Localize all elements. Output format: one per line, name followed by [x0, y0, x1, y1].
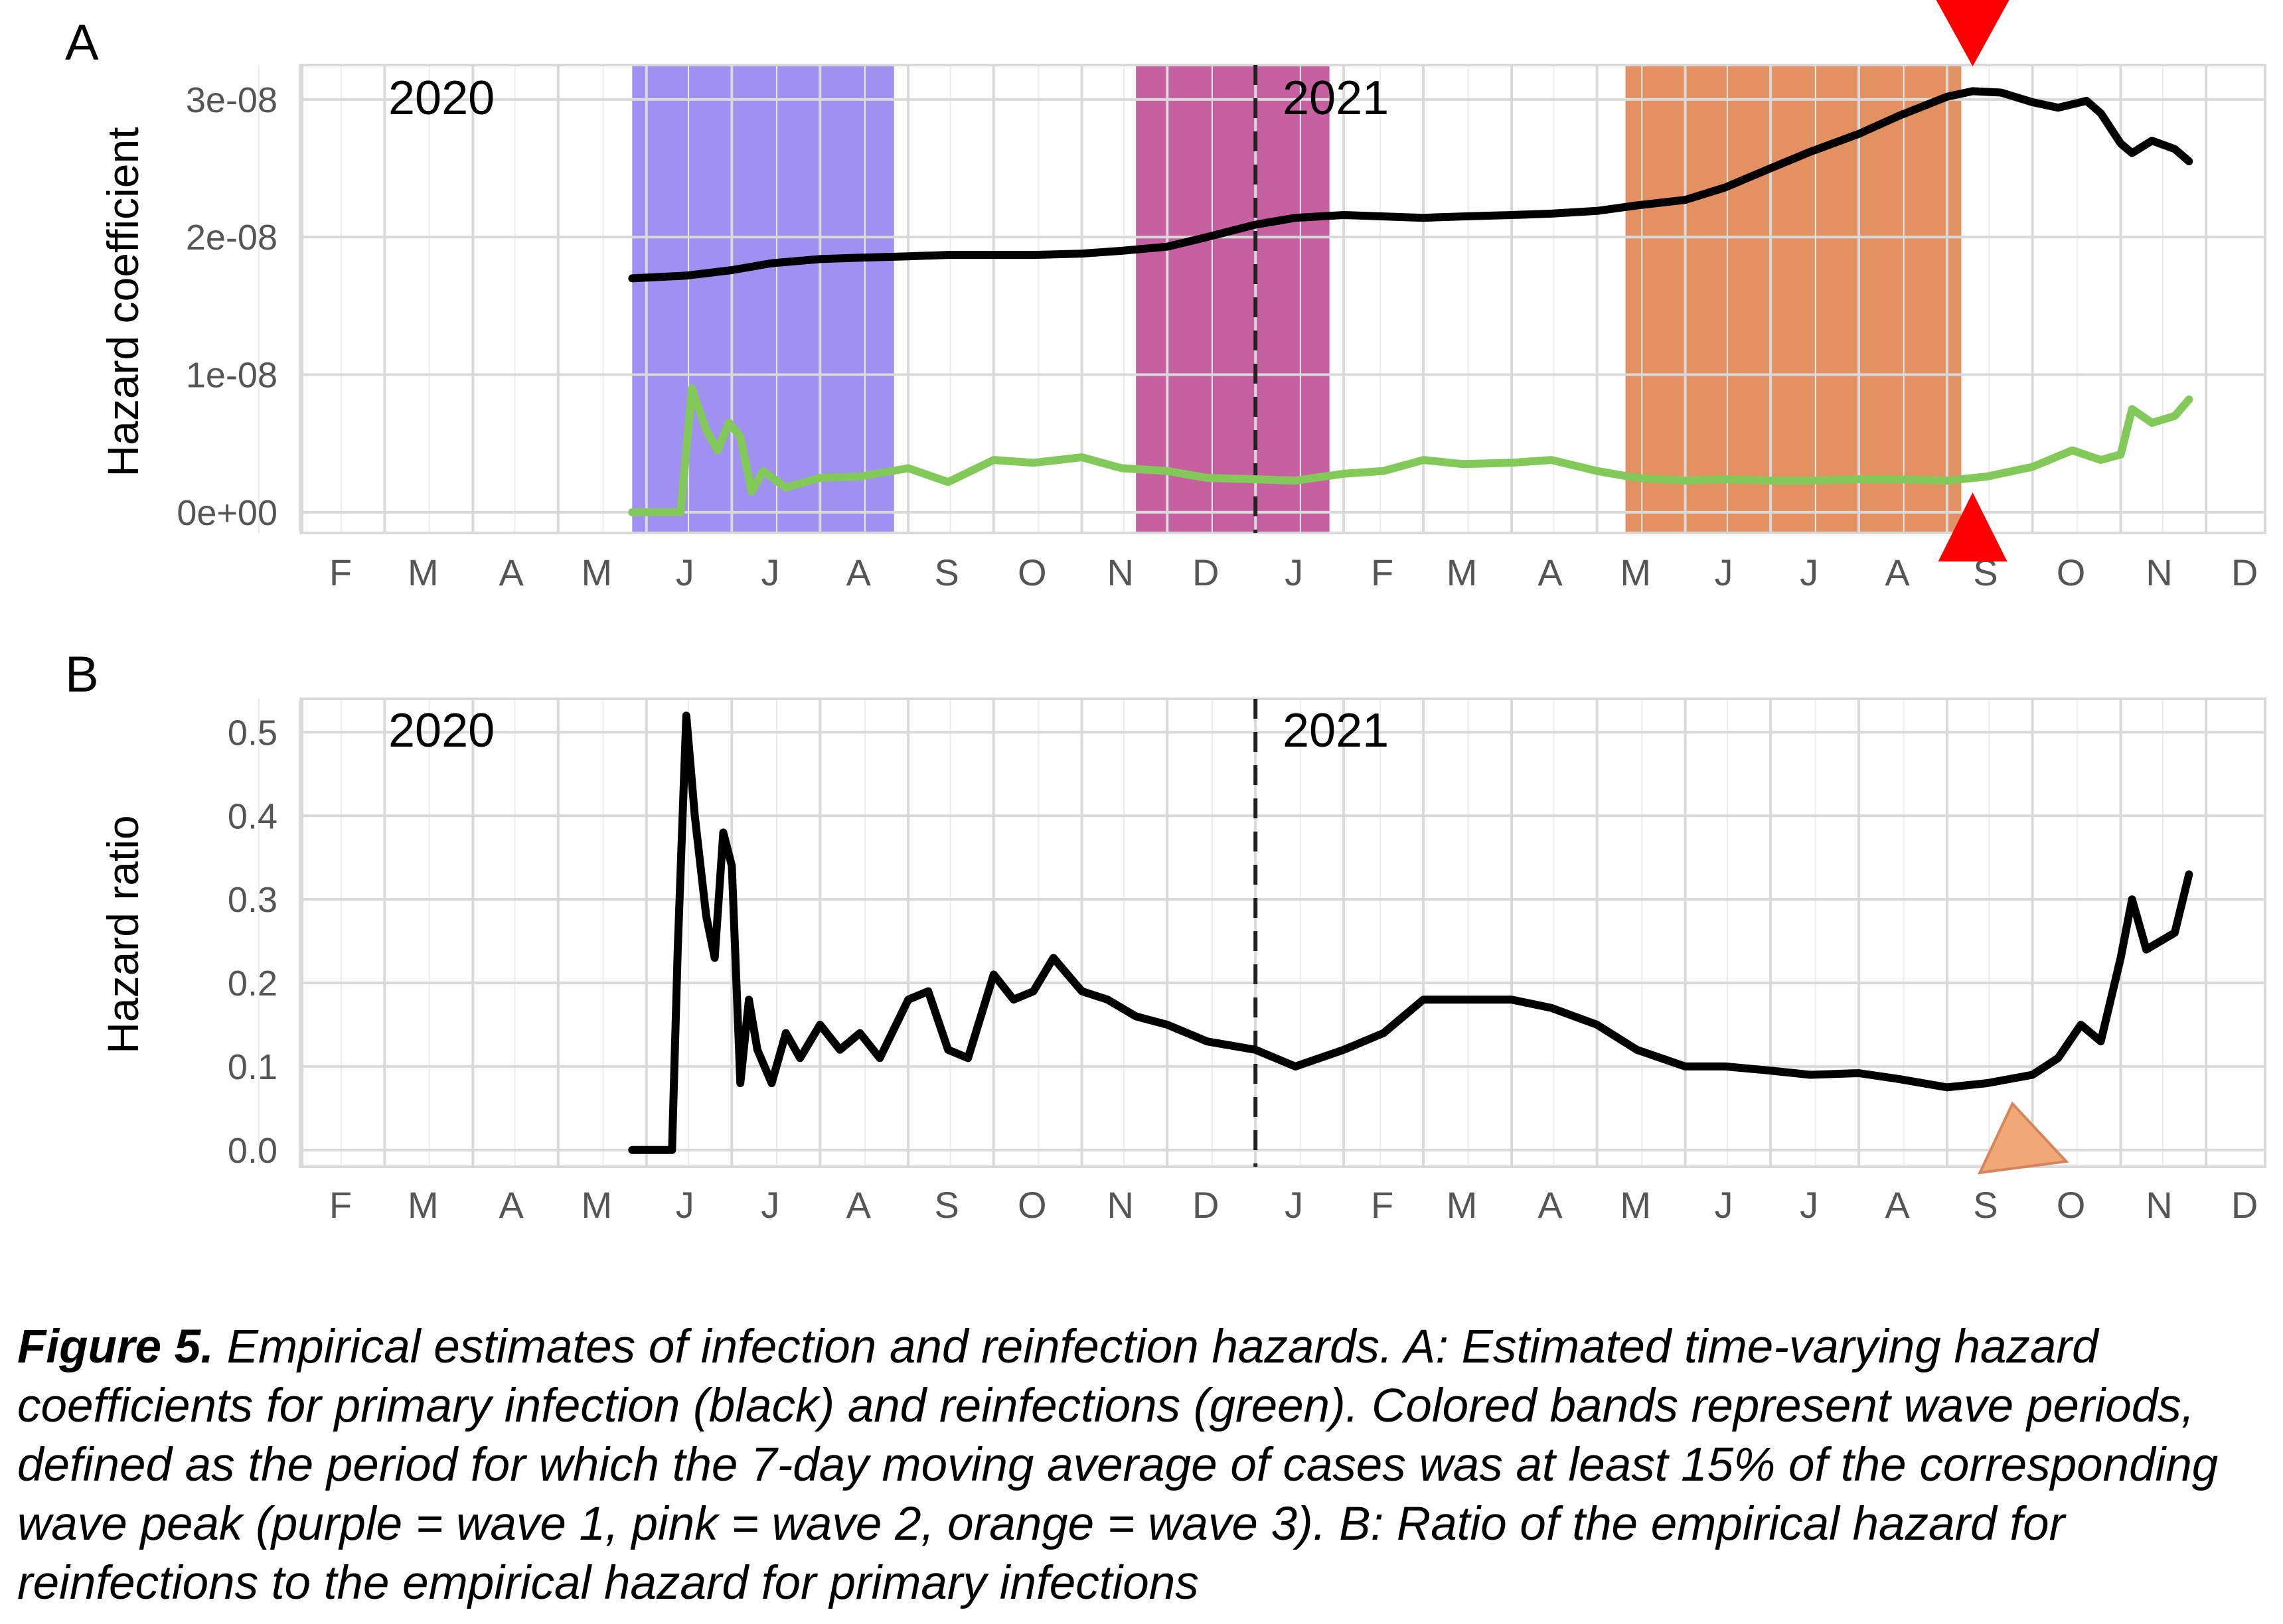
year-label: 2020	[388, 704, 495, 757]
year-label: 2021	[1283, 704, 1389, 757]
x-tick-label: M	[408, 1184, 439, 1226]
x-tick-label: J	[676, 552, 694, 593]
panel-b-year-labels: 2020 2021	[388, 704, 1389, 757]
year-label: 2021	[1283, 72, 1389, 125]
y-tick-label: 2e-08	[186, 218, 277, 258]
x-tick-label: S	[934, 1184, 959, 1226]
series-line-1	[628, 711, 2193, 1154]
y-tick-label: 0.2	[228, 964, 277, 1003]
x-tick-label: A	[1537, 552, 1563, 593]
x-tick-label: J	[1715, 1184, 1733, 1226]
y-tick-label: 3e-08	[186, 80, 277, 120]
wave-band-1	[632, 65, 894, 533]
x-tick-label: J	[676, 1184, 694, 1226]
x-tick-label: O	[1018, 1184, 1047, 1226]
panel-a-grid	[258, 64, 2266, 534]
x-tick-label: O	[2057, 1184, 2086, 1226]
x-tick-label: M	[582, 552, 613, 593]
series-line-1	[628, 87, 2193, 283]
x-tick-label: A	[846, 1184, 872, 1226]
y-tick-label: 0.0	[228, 1131, 277, 1171]
x-tick-label: S	[934, 552, 959, 593]
panel-a-wave-bands	[632, 65, 1962, 533]
x-tick-label: J	[761, 1184, 779, 1226]
caption-label: Figure 5.	[17, 1321, 214, 1373]
panel-a-y-tick-labels: 0e+00 1e-08 2e-08 3e-08	[177, 80, 277, 533]
panel-b-plot-area	[301, 699, 2265, 1167]
x-tick-label: J	[1715, 552, 1733, 593]
plot-frame	[299, 64, 2266, 534]
x-tick-label: F	[1371, 552, 1393, 593]
marker-triangle	[1978, 1101, 2069, 1175]
x-tick-label: A	[846, 552, 872, 593]
series-line-2	[628, 384, 2193, 516]
x-tick-label: F	[329, 1184, 352, 1226]
x-tick-label: O	[2057, 552, 2086, 593]
y-tick-label: 0e+00	[177, 493, 277, 533]
marker-triangle-down	[1936, 0, 2009, 66]
x-tick-label: M	[408, 552, 439, 593]
panel-a: 2020 2021 0e+00 1e-08 2e-08 3e-08 F M A M J J A S O N…	[65, 0, 2266, 593]
panel-b-y-tick-labels: 0.0 0.1 0.2 0.3 0.4 0.5	[228, 713, 277, 1170]
y-tick-label: 0.4	[228, 796, 277, 836]
x-tick-label: J	[1285, 552, 1303, 593]
panel-b-grid	[258, 698, 2266, 1168]
x-tick-label: N	[1107, 552, 1133, 593]
panel-b: 2020 2021 0.0 0.1 0.2 0.3 0.4 0.5 F M A M J J A S O N D J…	[65, 646, 2266, 1226]
x-tick-label: S	[1973, 1184, 1998, 1226]
plot-frame	[299, 698, 2266, 1168]
x-tick-label: D	[2231, 1184, 2258, 1226]
panel-a-markers	[1936, 0, 2009, 561]
year-label: 2020	[388, 72, 495, 125]
y-tick-label: 1e-08	[186, 356, 277, 396]
panel-a-label: A	[65, 15, 99, 71]
x-tick-label: J	[1800, 552, 1818, 593]
x-tick-label: M	[1447, 552, 1478, 593]
panel-b-series	[628, 711, 2193, 1154]
x-tick-label: D	[2231, 552, 2258, 593]
x-tick-label: J	[1800, 1184, 1818, 1226]
panel-b-label: B	[65, 646, 99, 703]
y-tick-label: 0.3	[228, 880, 277, 920]
x-tick-label: D	[1192, 552, 1219, 593]
x-tick-label: M	[582, 1184, 613, 1226]
x-tick-label: N	[1107, 1184, 1133, 1226]
x-tick-label: J	[1285, 1184, 1303, 1226]
x-tick-label: M	[1447, 1184, 1478, 1226]
x-tick-label: M	[1620, 552, 1651, 593]
x-tick-label: A	[499, 552, 524, 593]
panel-b-y-axis-title: Hazard ratio	[98, 815, 147, 1054]
x-tick-label: D	[1192, 1184, 1219, 1226]
y-tick-label: 0.1	[228, 1047, 277, 1087]
x-tick-label: N	[2146, 552, 2172, 593]
x-tick-label: N	[2146, 1184, 2172, 1226]
marker-triangle-up	[1938, 492, 2007, 561]
panel-a-y-axis-title: Hazard coefficient	[98, 127, 147, 477]
x-tick-label: M	[1620, 1184, 1651, 1226]
panel-b-markers	[1978, 1101, 2069, 1175]
x-tick-label: A	[499, 1184, 524, 1226]
x-tick-label: F	[329, 552, 352, 593]
caption-text: Empirical estimates of infection and rei…	[17, 1321, 2219, 1609]
wave-band-3	[1625, 65, 1962, 533]
panel-a-series	[628, 87, 2193, 516]
x-tick-label: A	[1885, 552, 1910, 593]
figure-caption: Figure 5. Empirical estimates of infecti…	[17, 1317, 2274, 1613]
x-tick-label: A	[1885, 1184, 1910, 1226]
x-tick-label: A	[1537, 1184, 1563, 1226]
panel-a-year-labels: 2020 2021	[388, 72, 1389, 125]
x-tick-label: F	[1371, 1184, 1393, 1226]
y-tick-label: 0.5	[228, 713, 277, 753]
x-tick-label: O	[1018, 552, 1047, 593]
x-tick-label: J	[761, 552, 779, 593]
